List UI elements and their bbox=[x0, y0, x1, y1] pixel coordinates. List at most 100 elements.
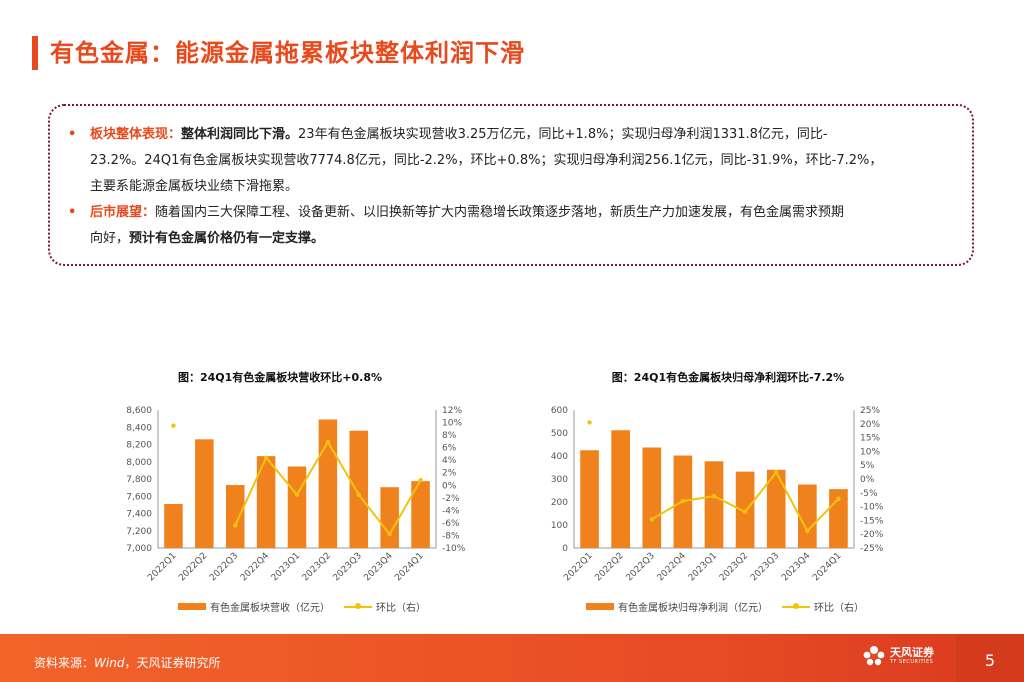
y-tick-label: 7,200 bbox=[126, 527, 152, 537]
x-tick-label: 2022Q3 bbox=[208, 551, 240, 583]
line-point bbox=[711, 493, 717, 499]
bar bbox=[411, 481, 430, 548]
logo-text-cn: 天风证券 bbox=[890, 646, 934, 659]
y-tick-label: 7,800 bbox=[126, 475, 152, 485]
y-tick-label: 300 bbox=[551, 475, 568, 485]
legend-bar-label: 有色金属板块营收（亿元） bbox=[210, 603, 330, 614]
y2-tick-label: -6% bbox=[442, 519, 460, 529]
y-tick-label: 7,600 bbox=[126, 492, 152, 502]
line-point bbox=[233, 523, 238, 528]
line-point bbox=[387, 532, 392, 537]
x-tick-label: 2023Q1 bbox=[270, 551, 302, 583]
x-tick-label: 2024Q1 bbox=[393, 551, 425, 583]
source-name: Wind bbox=[94, 656, 125, 670]
bullet-text-plain: 向好， bbox=[90, 231, 130, 246]
y-tick-label: 400 bbox=[551, 452, 568, 462]
y2-tick-label: 8% bbox=[442, 431, 457, 441]
y2-tick-label: 5% bbox=[860, 461, 875, 471]
legend-line-label: 环比（右） bbox=[376, 603, 426, 614]
y2-tick-label: 12% bbox=[442, 406, 462, 416]
y-tick-label: 8,400 bbox=[126, 423, 152, 433]
bullet-text-line3: 主要系能源金属板块业绩下滑拖累。 bbox=[90, 179, 299, 194]
y2-tick-label: -2% bbox=[442, 494, 460, 504]
y2-tick-label: 20% bbox=[860, 420, 880, 430]
line-point bbox=[587, 420, 592, 425]
y2-tick-label: -15% bbox=[860, 516, 884, 526]
line-point bbox=[680, 498, 686, 504]
y2-tick-label: -5% bbox=[860, 489, 878, 499]
chart-revenue-title: 图：24Q1有色金属板块营收环比+0.8% bbox=[177, 371, 383, 384]
x-tick-label: 2023Q3 bbox=[332, 551, 364, 583]
y2-tick-label: -25% bbox=[860, 544, 884, 554]
bar bbox=[611, 430, 630, 548]
bullet-outlook: • 后市展望：随着国内三大保障工程、设备更新、以旧换新等扩大内需稳增长政策逐步落… bbox=[68, 200, 952, 252]
bar bbox=[798, 484, 817, 548]
bullet-bold-lead: 整体利润同比下滑。 bbox=[181, 127, 299, 142]
x-tick-label: 2022Q1 bbox=[146, 551, 178, 583]
x-tick-label: 2022Q4 bbox=[239, 551, 272, 584]
bullet-text-bold: 预计有色金属价格仍有一定支撑。 bbox=[129, 231, 325, 246]
x-tick-label: 2023Q1 bbox=[687, 551, 719, 583]
tf-securities-logo-icon bbox=[862, 644, 886, 668]
bar bbox=[164, 504, 183, 548]
y2-tick-label: 15% bbox=[860, 434, 880, 444]
x-tick-label: 2023Q2 bbox=[301, 551, 333, 583]
y-tick-label: 8,000 bbox=[126, 458, 152, 468]
bar bbox=[766, 469, 786, 548]
bullet-text-line1: 23年有色金属板块实现营收3.25万亿元，同比+1.8%；实现归母净利润1331… bbox=[298, 127, 828, 142]
line-point bbox=[171, 423, 176, 428]
bar bbox=[349, 430, 369, 548]
line-point bbox=[774, 470, 779, 475]
footer-bar: 资料来源：Wind，天风证券研究所 天风证券 TF SECURITIES 5 bbox=[0, 634, 1024, 682]
y2-tick-label: 10% bbox=[442, 419, 462, 429]
x-tick-label: 2023Q4 bbox=[780, 551, 813, 584]
bar bbox=[287, 466, 307, 548]
y2-tick-label: 2% bbox=[442, 469, 457, 479]
x-tick-label: 2023Q4 bbox=[362, 551, 395, 584]
y-tick-label: 8,200 bbox=[126, 441, 152, 451]
line-point bbox=[649, 517, 654, 522]
y2-tick-label: 0% bbox=[442, 481, 457, 491]
bullet-dot: • bbox=[68, 205, 77, 220]
bullet-dot: • bbox=[68, 127, 77, 142]
y2-tick-label: -20% bbox=[860, 530, 884, 540]
line-point bbox=[263, 455, 269, 460]
y2-tick-label: -4% bbox=[442, 506, 460, 516]
bullet-label: 板块整体表现： bbox=[90, 127, 182, 142]
bullet-text-line2: 23.2%。24Q1有色金属板块实现营收7774.8亿元，同比-2.2%，环比+… bbox=[90, 153, 883, 168]
y2-tick-label: 4% bbox=[442, 456, 457, 466]
y-tick-label: 600 bbox=[551, 406, 568, 416]
y2-tick-label: 0% bbox=[860, 475, 875, 485]
y2-tick-label: -10% bbox=[860, 503, 884, 513]
source-suffix: ，天风证券研究所 bbox=[124, 656, 221, 670]
chart-profit: 0 100 200 300 400 500 600 -25% -20% -15% -10% -5% 0%… bbox=[551, 406, 884, 584]
bar bbox=[580, 450, 599, 548]
line-point bbox=[356, 492, 361, 497]
line-point bbox=[325, 439, 331, 445]
legend-bar-label: 有色金属板块归母净利润（亿元） bbox=[618, 603, 768, 614]
bar bbox=[225, 485, 245, 548]
source-note: 资料来源：Wind，天风证券研究所 bbox=[34, 654, 220, 671]
chart-revenue: 7,000 7,200 7,400 7,600 7,800 8,000 8,200 8,400… bbox=[126, 406, 466, 584]
y2-tick-label: 10% bbox=[860, 447, 880, 457]
bullet-sector-performance: • 板块整体表现：整体利润同比下滑。23年有色金属板块实现营收3.25万亿元，同… bbox=[68, 122, 952, 200]
x-tick-label: 2022Q2 bbox=[593, 551, 625, 583]
y-tick-label: 100 bbox=[551, 521, 568, 531]
y-tick-label: 200 bbox=[551, 498, 568, 508]
y2-tick-label: -10% bbox=[442, 544, 466, 554]
y-tick-label: 0 bbox=[562, 544, 568, 554]
y-tick-label: 8,600 bbox=[126, 406, 152, 416]
chart-revenue-legend: 有色金属板块营收（亿元） 环比（右） bbox=[178, 599, 426, 614]
logo-text-en: TF SECURITIES bbox=[890, 659, 934, 665]
y2-tick-label: 6% bbox=[442, 444, 457, 454]
summary-box: • 板块整体表现：整体利润同比下滑。23年有色金属板块实现营收3.25万亿元，同… bbox=[48, 104, 974, 266]
line-point bbox=[418, 478, 423, 483]
legend-line-label: 环比（右） bbox=[814, 603, 864, 614]
x-tick-label: 2024Q1 bbox=[811, 551, 843, 583]
bar bbox=[380, 487, 399, 548]
x-tick-label: 2022Q4 bbox=[656, 551, 689, 584]
legend-bar-swatch bbox=[178, 603, 206, 610]
line-point bbox=[836, 496, 841, 502]
source-prefix: 资料来源： bbox=[34, 656, 95, 670]
y-tick-label: 7,000 bbox=[126, 544, 152, 554]
